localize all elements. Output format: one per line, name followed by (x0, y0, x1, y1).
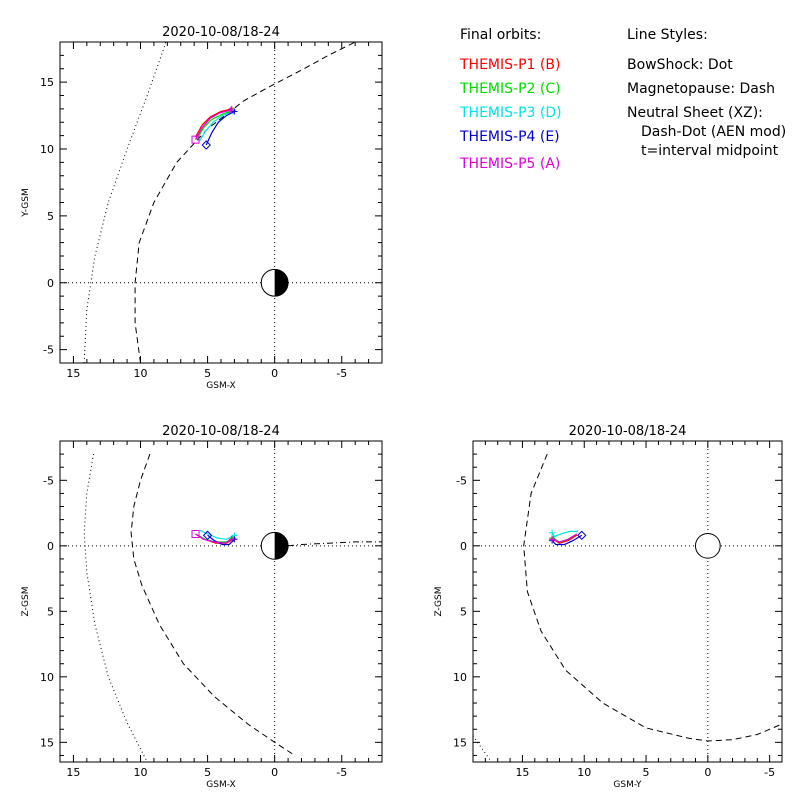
plot-frame (59, 41, 383, 364)
x-tick-label: 10 (134, 766, 148, 779)
magnetopause-line (130, 453, 296, 756)
x-tick-label: 0 (271, 766, 278, 779)
y-tick-label: 0 (47, 540, 54, 553)
orbit-end-marker (228, 536, 235, 543)
y-axis-title: Z-GSM (434, 586, 444, 616)
bow-shock-line (473, 735, 492, 762)
orbit-end-marker (231, 108, 238, 115)
y-tick-label: -5 (43, 474, 54, 487)
orbit-THEMIS-P4 (E) (551, 534, 583, 546)
plot-area (60, 42, 382, 363)
y-tick-label: 10 (40, 143, 54, 156)
x-tick-label: 5 (643, 766, 650, 779)
plot-area (60, 441, 382, 762)
orbit-end-marker (549, 536, 556, 543)
orbit-THEMIS-P4 (E) (207, 534, 235, 546)
earth-night-side (274, 532, 289, 560)
y-tick-label: 5 (47, 210, 54, 223)
x-tick-label: -5 (764, 766, 775, 779)
x-tick-label: -5 (336, 367, 347, 380)
y-tick-label: -5 (43, 344, 54, 357)
orbit-start-marker-diamond (201, 140, 211, 150)
y-tick-label: 15 (40, 76, 54, 89)
x-tick-label: 5 (204, 367, 211, 380)
x-tick-label: 10 (134, 367, 148, 380)
y-tick-label: 0 (47, 277, 54, 290)
orbit-THEMIS-P3 (D) (198, 110, 234, 142)
orbit-THEMIS-P1 (B) (194, 108, 232, 138)
panel-title: 2020-10-08/18-24 (162, 424, 280, 439)
bow-shock-line (83, 454, 148, 762)
panel-yz: 2020-10-08/18-24 15 10 5 0 -5 -5 0 5 10 15 GSM-Y Z-G… (434, 424, 783, 790)
x-tick-label: 0 (271, 367, 278, 380)
y-tick-label: 0 (460, 540, 467, 553)
orbit-THEMIS-P3 (D) (199, 529, 235, 540)
y-axis-title: Z-GSM (21, 586, 31, 616)
y-axis-title: Y-GSM (21, 188, 31, 217)
x-tick-label: 5 (204, 766, 211, 779)
orbit-start-marker-diamond (202, 530, 213, 541)
x-tick-label: 15 (515, 766, 529, 779)
y-tick-label: -5 (456, 474, 467, 487)
x-tick-label: 15 (66, 367, 80, 380)
y-tick-label: 15 (40, 736, 54, 749)
orbit-THEMIS-P5 (A) (195, 533, 233, 544)
x-tick-label: -5 (336, 766, 347, 779)
y-tick-label: 5 (47, 605, 54, 618)
orbit-start-marker-square (191, 135, 200, 144)
x-tick-label: 10 (577, 766, 591, 779)
orbit-start-marker-square (191, 530, 200, 539)
magnetopause-line (134, 42, 356, 363)
x-axis-title: GSM-Y (613, 780, 642, 790)
orbit-THEMIS-P2 (C) (196, 109, 234, 140)
neutral-sheet-line (288, 541, 382, 547)
orbit-THEMIS-P5 (A) (551, 533, 578, 543)
plot-frame (472, 440, 783, 763)
magnetopause-line (523, 453, 782, 742)
y-tick-label: 10 (40, 671, 54, 684)
y-tick-label: 10 (453, 671, 467, 684)
panel-title: 2020-10-08/18-24 (569, 424, 687, 439)
y-tick-label: 5 (460, 605, 467, 618)
x-tick-label: 0 (704, 766, 711, 779)
orbit-THEMIS-P4 (E) (205, 110, 235, 146)
panel-title: 2020-10-08/18-24 (162, 25, 280, 40)
orbit-THEMIS-P3 (D) (551, 530, 579, 538)
panel-xy: 2020-10-08/18-24 15 10 5 0 -5 -5 0 5 10 15 GSM-X Y-G… (21, 25, 383, 391)
x-tick-label: 15 (66, 766, 80, 779)
x-axis-title: GSM-X (206, 780, 235, 790)
y-tick-label: 15 (453, 736, 467, 749)
panel-xz: 2020-10-08/18-24 15 10 5 0 -5 -5 0 5 10 15 GSM-X Z-G… (21, 424, 383, 790)
earth-night-side (274, 269, 289, 297)
orbit-end-marker (549, 529, 556, 536)
plot-frame (59, 440, 383, 763)
plot-area (473, 441, 782, 762)
orbit-start-marker-diamond (577, 530, 587, 541)
bow-shock-line (83, 42, 167, 363)
earth-icon (694, 532, 721, 559)
orbit-end-marker (227, 107, 234, 114)
orbit-THEMIS-P5 (A) (194, 109, 231, 140)
x-axis-title: GSM-X (206, 381, 235, 391)
